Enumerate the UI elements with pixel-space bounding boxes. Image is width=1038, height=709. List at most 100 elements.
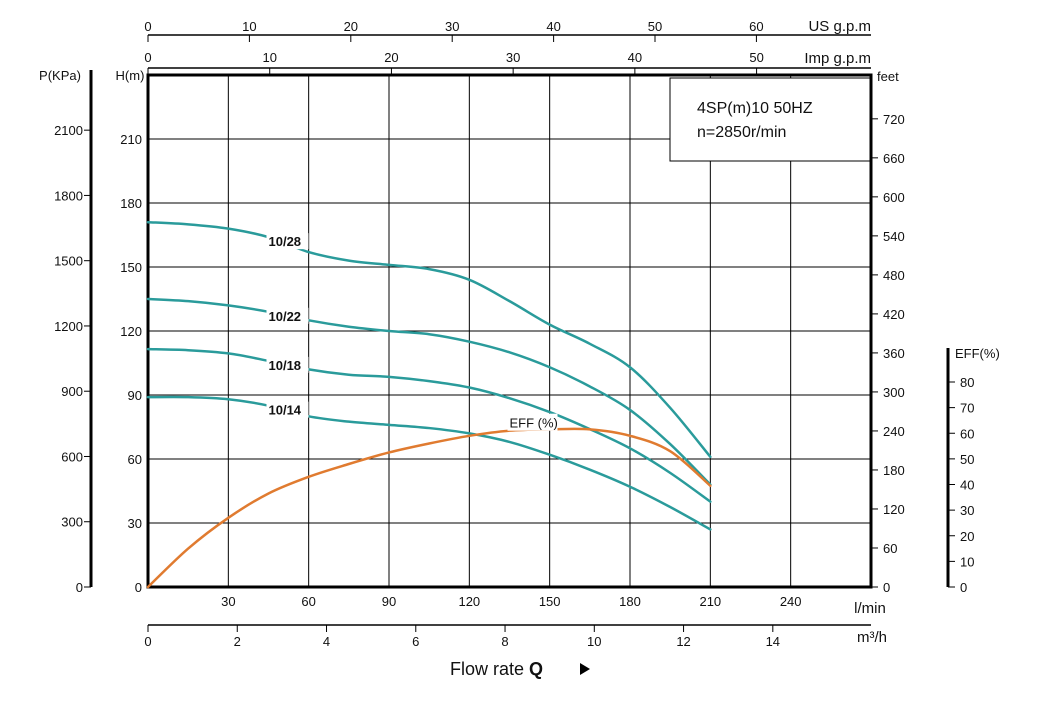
tick-label-lmin: 240 [780,594,802,609]
tick-label-kpa: 1200 [54,319,83,334]
tick-label-eff: 50 [960,452,974,467]
tick-label-feet: 540 [883,229,905,244]
tick-label-feet: 0 [883,580,890,595]
curve-10-22 [146,297,712,486]
tick-label-kpa: 600 [61,449,83,464]
curve-efficiency [146,427,712,589]
tick-label-eff: 20 [960,529,974,544]
info-box [669,77,871,162]
tick-label-feet: 180 [883,463,905,478]
tick-label-head: 0 [135,580,142,595]
axis-unit-impgpm: Imp g.p.m [804,50,871,67]
tick-label-feet: 60 [883,541,897,556]
tick-label-head: 90 [128,388,142,403]
tick-label-feet: 660 [883,151,905,166]
tick-label-m3h: 8 [501,634,508,649]
tick-label-lmin: 90 [382,594,396,609]
tick-label-kpa: 300 [61,515,83,530]
tick-label-usgpm: 30 [445,19,459,34]
tick-label-head: 60 [128,452,142,467]
tick-label-feet: 720 [883,112,905,127]
tick-label-eff: 40 [960,478,974,493]
tick-label-m3h: 12 [676,634,690,649]
curve-10-18 [146,347,712,503]
tick-label-usgpm: 20 [344,19,358,34]
tick-label-feet: 240 [883,424,905,439]
axis-unit-lmin: l/min [854,600,886,617]
tick-label-head: 210 [120,132,142,147]
tick-label-kpa: 0 [76,580,83,595]
tick-label-impgpm: 20 [384,50,398,65]
tick-label-usgpm: 40 [546,19,560,34]
tick-label-kpa: 1500 [54,254,83,269]
tick-label-kpa: 1800 [54,188,83,203]
curve-label-10-22: 10/22 [269,309,302,324]
tick-label-m3h: 14 [766,634,780,649]
tick-label-head: 150 [120,260,142,275]
tick-label-impgpm: 50 [749,50,763,65]
tick-label-impgpm: 30 [506,50,520,65]
axis-unit-m3h: m³/h [857,629,887,646]
tick-label-lmin: 180 [619,594,641,609]
tick-label-eff: 30 [960,503,974,518]
tick-label-head: 30 [128,516,142,531]
curve-label-bg [266,401,309,418]
axis-unit-feet: feet [877,69,899,84]
tick-label-m3h: 0 [144,634,151,649]
curve-label-10-28: 10/28 [269,234,302,249]
tick-label-lmin: 120 [458,594,480,609]
tick-label-impgpm: 40 [628,50,642,65]
tick-label-impgpm: 0 [144,50,151,65]
flow-rate-label-text: Flow rate [450,659,524,679]
tick-label-eff: 80 [960,375,974,390]
tick-label-lmin: 60 [301,594,315,609]
axis-unit-usgpm: US g.p.m [808,18,871,35]
chart-title: 4SP(m)10 50HZ [697,100,813,117]
tick-label-m3h: 2 [234,634,241,649]
axis-unit-eff: EFF(%) [955,346,1000,361]
curve-label-bg [266,356,309,373]
curve-label-efficiency: EFF (%) [510,416,558,431]
axis-unit-head: H(m) [116,68,145,83]
tick-label-eff: 70 [960,401,974,416]
tick-label-feet: 480 [883,268,905,283]
tick-label-lmin: 210 [699,594,721,609]
tick-label-usgpm: 60 [749,19,763,34]
tick-label-lmin: 150 [539,594,561,609]
flow-rate-label: Flow rate Q [450,659,543,679]
curve-label-10-18: 10/18 [269,358,302,373]
tick-label-eff: 60 [960,426,974,441]
tick-label-impgpm: 10 [262,50,276,65]
curve-label-bg [507,413,558,431]
flow-rate-symbol: Q [529,659,543,679]
curves: 10/28 10/22 10/18 10/14 EFF (%) [146,220,712,589]
tick-label-usgpm: 50 [648,19,662,34]
tick-label-feet: 600 [883,190,905,205]
tick-label-feet: 120 [883,502,905,517]
grid-lines [148,75,871,587]
tick-label-usgpm: 10 [242,19,256,34]
chart-subtitle: n=2850r/min [697,124,786,141]
tick-label-feet: 420 [883,307,905,322]
curve-label-bg [266,233,309,250]
axes: 30 60 90 120 150 180 210 240 l/min03060901201501… [39,18,1000,649]
tick-label-feet: 360 [883,346,905,361]
tick-label-head: 180 [120,196,142,211]
tick-label-head: 120 [120,324,142,339]
curve-10-14 [146,395,712,531]
tick-label-kpa: 900 [61,384,83,399]
curve-10-28 [146,220,712,459]
tick-label-m3h: 6 [412,634,419,649]
flow-arrow-icon [580,663,590,675]
axis-unit-kpa: P(KPa) [39,68,81,83]
tick-label-m3h: 4 [323,634,330,649]
tick-label-m3h: 10 [587,634,601,649]
curve-label-10-14: 10/14 [269,403,302,418]
tick-label-eff: 10 [960,554,974,569]
tick-label-feet: 300 [883,385,905,400]
tick-label-lmin: 30 [221,594,235,609]
tick-label-kpa: 2100 [54,123,83,138]
curve-label-bg [266,307,309,324]
tick-label-usgpm: 0 [144,19,151,34]
